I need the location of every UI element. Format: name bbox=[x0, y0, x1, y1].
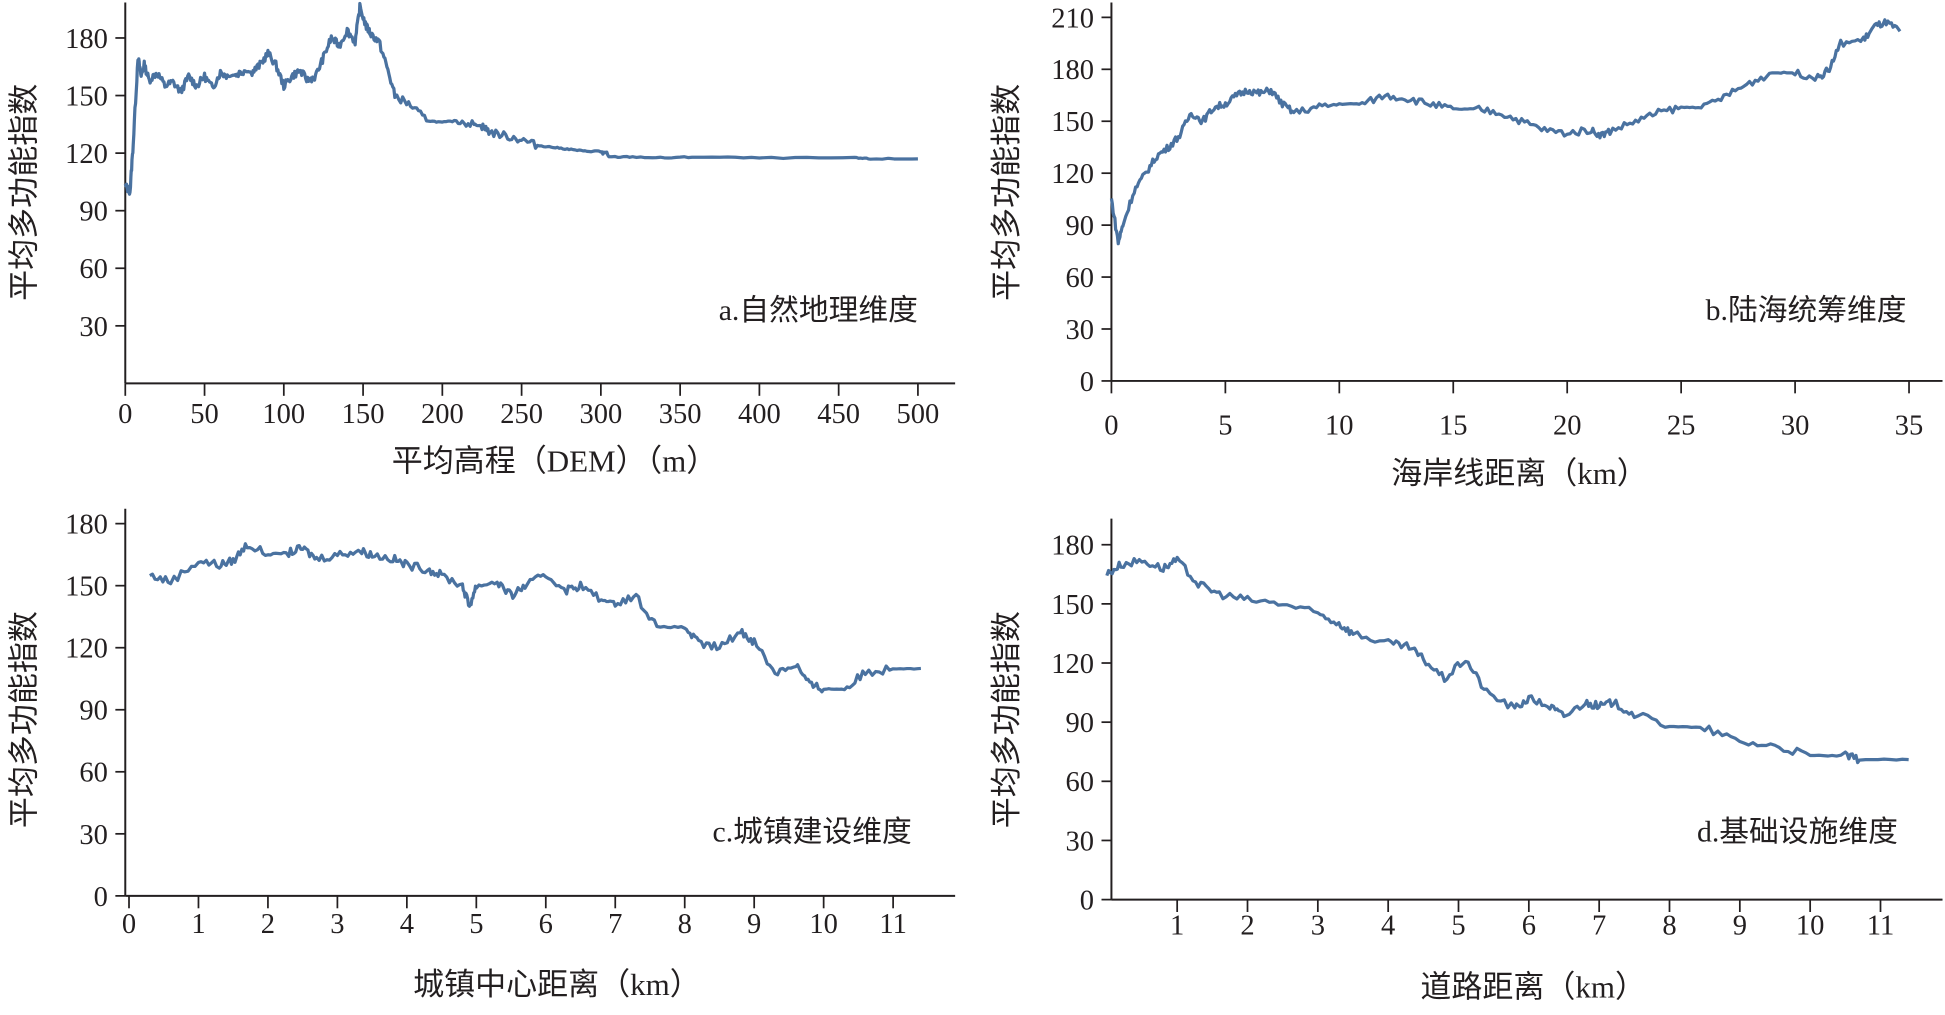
panel-annotation: b.陆海统筹维度 bbox=[1706, 294, 1907, 327]
x-tick-label: 30 bbox=[1781, 410, 1810, 441]
x-tick-label: 2 bbox=[1240, 910, 1254, 941]
chart-panel-a: 30 60 90 120 150 180 0 50 100 150 200 250 300 350 400 4… bbox=[7, 1, 956, 479]
x-tick-label: 2 bbox=[261, 909, 275, 940]
y-tick-label: 90 bbox=[79, 696, 108, 727]
x-tick-label: 0 bbox=[1104, 410, 1118, 441]
x-axis-label: 海岸线距离（km） bbox=[1391, 456, 1648, 491]
data-series-line bbox=[1105, 555, 1909, 765]
x-tick-label: 25 bbox=[1667, 410, 1696, 441]
x-tick-label: 11 bbox=[879, 909, 906, 940]
y-tick-label: 180 bbox=[1051, 531, 1094, 562]
x-tick-label: 500 bbox=[897, 399, 940, 430]
panel-annotation: a.自然地理维度 bbox=[719, 294, 918, 327]
y-tick-label: 120 bbox=[1051, 649, 1094, 680]
y-axis-label: 平均多功能指数 bbox=[989, 611, 1024, 828]
y-tick-label: 60 bbox=[79, 758, 108, 789]
y-tick-label: 180 bbox=[1051, 55, 1094, 86]
y-tick-label: 0 bbox=[94, 882, 108, 913]
x-tick-label: 4 bbox=[1381, 910, 1395, 941]
chart-panel-c: 0 30 60 90 120 150 180 0 1 2 3 4 5 6 7 8 9 10 11 c.城镇建设维度城镇… bbox=[7, 508, 956, 1002]
x-tick-label: 350 bbox=[659, 399, 702, 430]
x-tick-label: 7 bbox=[608, 909, 622, 940]
y-axis-label: 平均多功能指数 bbox=[7, 84, 42, 301]
chart-panel-d: 0 30 60 90 120 150 180 1 2 3 4 5 6 7 8 9 10 11 d.基础设施维度道路距… bbox=[989, 518, 1943, 1005]
y-axis-label: 平均多功能指数 bbox=[989, 84, 1024, 301]
y-tick-label: 120 bbox=[65, 139, 108, 170]
x-tick-label: 20 bbox=[1553, 410, 1582, 441]
x-tick-label: 3 bbox=[330, 909, 344, 940]
x-tick-label: 400 bbox=[738, 399, 781, 430]
y-tick-label: 30 bbox=[1066, 826, 1095, 857]
x-tick-label: 0 bbox=[118, 399, 132, 430]
x-axis-label: 城镇中心距离（km） bbox=[413, 967, 701, 1002]
y-tick-label: 150 bbox=[1051, 590, 1094, 621]
x-tick-label: 10 bbox=[1325, 410, 1354, 441]
x-tick-label: 5 bbox=[1451, 910, 1465, 941]
y-tick-label: 0 bbox=[1080, 367, 1094, 398]
y-tick-label: 120 bbox=[1051, 159, 1094, 190]
y-tick-label: 30 bbox=[1066, 315, 1095, 346]
y-tick-label: 60 bbox=[1066, 767, 1095, 798]
y-axis-label: 平均多功能指数 bbox=[7, 611, 42, 828]
y-tick-label: 180 bbox=[65, 24, 108, 55]
x-tick-label: 35 bbox=[1895, 410, 1924, 441]
y-tick-label: 30 bbox=[79, 820, 108, 851]
x-tick-label: 50 bbox=[190, 399, 219, 430]
x-tick-label: 8 bbox=[678, 909, 692, 940]
y-tick-label: 150 bbox=[1051, 107, 1094, 138]
data-series-line bbox=[149, 542, 922, 694]
x-tick-label: 0 bbox=[122, 909, 136, 940]
x-tick-label: 11 bbox=[1867, 910, 1894, 941]
y-tick-label: 0 bbox=[1080, 886, 1094, 917]
x-axis-label: 道路距离（km） bbox=[1420, 970, 1646, 1005]
x-axis-label: 平均高程（DEM）（m） bbox=[392, 444, 717, 479]
y-tick-label: 180 bbox=[65, 510, 108, 541]
x-tick-label: 1 bbox=[191, 909, 205, 940]
x-tick-label: 100 bbox=[262, 399, 305, 430]
panel-annotation: d.基础设施维度 bbox=[1697, 815, 1898, 848]
data-series-line bbox=[123, 1, 918, 196]
x-tick-label: 7 bbox=[1592, 910, 1606, 941]
x-tick-label: 300 bbox=[579, 399, 622, 430]
y-tick-label: 150 bbox=[65, 572, 108, 603]
data-series-line bbox=[1109, 18, 1902, 246]
chart-panel-b: 0 30 60 90 120 150 180 210 0 5 10 15 20 25 30 35 b.陆海统筹维… bbox=[989, 2, 1943, 491]
x-tick-label: 10 bbox=[809, 909, 838, 940]
x-tick-label: 10 bbox=[1796, 910, 1825, 941]
x-tick-label: 4 bbox=[400, 909, 414, 940]
x-tick-label: 6 bbox=[1522, 910, 1536, 941]
x-tick-label: 9 bbox=[747, 909, 761, 940]
y-tick-label: 30 bbox=[79, 312, 108, 343]
x-tick-label: 150 bbox=[342, 399, 385, 430]
y-tick-label: 60 bbox=[79, 254, 108, 285]
y-tick-label: 90 bbox=[1066, 211, 1095, 242]
y-tick-label: 210 bbox=[1051, 3, 1094, 34]
y-tick-label: 150 bbox=[65, 81, 108, 112]
panel-annotation: c.城镇建设维度 bbox=[713, 815, 912, 848]
x-tick-label: 250 bbox=[500, 399, 543, 430]
y-tick-label: 60 bbox=[1066, 263, 1095, 294]
x-tick-label: 200 bbox=[421, 399, 464, 430]
x-tick-label: 1 bbox=[1170, 910, 1184, 941]
x-tick-label: 15 bbox=[1439, 410, 1468, 441]
x-tick-label: 8 bbox=[1662, 910, 1676, 941]
x-tick-label: 450 bbox=[817, 399, 860, 430]
y-tick-label: 90 bbox=[79, 197, 108, 228]
y-tick-label: 90 bbox=[1066, 708, 1095, 739]
x-tick-label: 9 bbox=[1733, 910, 1747, 941]
x-tick-label: 5 bbox=[1218, 410, 1232, 441]
y-tick-label: 120 bbox=[65, 634, 108, 665]
x-tick-label: 5 bbox=[469, 909, 483, 940]
x-tick-label: 3 bbox=[1311, 910, 1325, 941]
x-tick-label: 6 bbox=[539, 909, 553, 940]
